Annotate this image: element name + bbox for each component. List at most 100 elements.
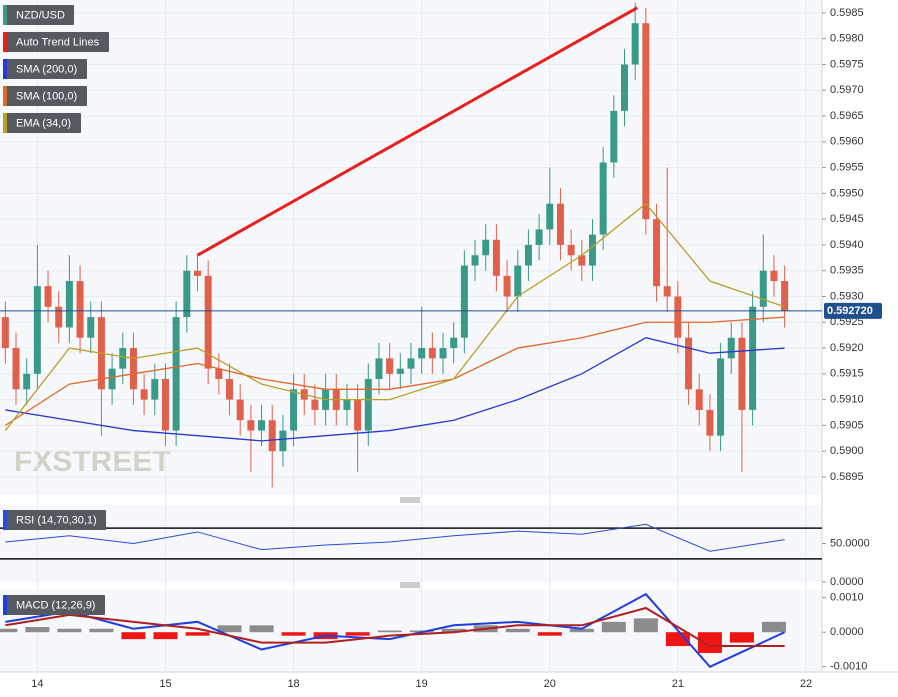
candle-body xyxy=(33,286,41,374)
candle-body xyxy=(738,337,746,410)
y-tick-label: 0.5930 xyxy=(830,290,864,302)
histogram-bar xyxy=(57,628,82,633)
candle-body xyxy=(460,265,468,338)
legend-box xyxy=(3,595,105,615)
y-tick-label: 0.5985 xyxy=(830,7,864,19)
candle-body xyxy=(642,23,650,220)
candle-body xyxy=(439,348,447,359)
candle-body xyxy=(44,286,52,307)
histogram-bar xyxy=(121,632,146,640)
histogram-bar xyxy=(729,632,754,643)
candle-body xyxy=(247,420,255,431)
legend-box xyxy=(3,32,109,52)
candle-body xyxy=(204,275,212,369)
y-tick-label: 0.0000 xyxy=(830,576,864,588)
candle-body xyxy=(578,255,586,266)
candle-body xyxy=(311,399,319,410)
histogram-bar xyxy=(633,618,658,633)
legend-box xyxy=(3,113,81,133)
x-tick-label: 20 xyxy=(544,678,556,690)
candle-body xyxy=(364,378,372,431)
candle-body xyxy=(236,399,244,421)
y-tick-label: 0.5925 xyxy=(830,316,864,328)
candle-body xyxy=(407,358,415,369)
histogram-bar xyxy=(377,630,402,633)
candle-body xyxy=(354,399,362,431)
panel: 50.0000 0.0000 xyxy=(0,523,870,588)
candle-body xyxy=(759,270,767,307)
candle-body xyxy=(674,296,682,338)
x-tick-label: 21 xyxy=(672,678,684,690)
histogram-bar xyxy=(761,621,786,633)
y-tick-label: -0.0010 xyxy=(830,661,867,673)
candle-body xyxy=(119,348,127,369)
main-panel xyxy=(0,0,822,495)
legend-swatch xyxy=(3,510,7,530)
legend-box xyxy=(3,59,87,79)
candle-body xyxy=(450,337,458,349)
separator-grip[interactable] xyxy=(400,497,420,588)
legend-swatch xyxy=(3,86,7,106)
y-tick-label: 0.5935 xyxy=(830,265,864,277)
legend-swatch xyxy=(3,5,7,25)
legend-swatch xyxy=(3,113,7,133)
series-line xyxy=(5,523,785,552)
histogram-bar xyxy=(441,628,466,633)
candle-body xyxy=(1,317,9,349)
last-price-tag xyxy=(824,302,882,319)
y-tick-label: 0.5940 xyxy=(830,239,864,251)
candle-body xyxy=(279,430,287,452)
histogram-bar xyxy=(601,621,626,633)
legend-label: NZD/USD xyxy=(16,9,65,21)
candle-body xyxy=(183,270,191,318)
histogram-bar xyxy=(89,628,114,633)
y-tick-label: 0.5955 xyxy=(830,161,864,173)
series-line xyxy=(5,592,786,669)
y-tick-label: 0.5970 xyxy=(830,84,864,96)
candle-body xyxy=(140,389,148,400)
candle-body xyxy=(503,275,511,297)
histogram-bar xyxy=(153,632,178,640)
last-price-label: 0.592720 xyxy=(827,305,873,317)
y-tick-label: 0.0010 xyxy=(830,592,864,604)
candle-body xyxy=(129,348,137,390)
y-tick-label: 0.5905 xyxy=(830,419,864,431)
histogram-bar xyxy=(345,632,370,636)
candle-body xyxy=(514,265,522,297)
candle-body xyxy=(524,244,532,266)
y-tick-label: 0.5895 xyxy=(830,471,864,483)
candle-body xyxy=(215,368,223,379)
histogram-bar xyxy=(505,628,530,633)
candle-body xyxy=(108,368,116,390)
candle-body xyxy=(428,348,436,359)
y-tick-label: 50.0000 xyxy=(830,537,870,549)
candle-body xyxy=(471,255,479,266)
legend-box xyxy=(3,5,74,25)
y-tick-label: 0.5920 xyxy=(830,342,864,354)
x-tick-label: 18 xyxy=(287,678,299,690)
candle-body xyxy=(418,348,426,359)
legend-swatch xyxy=(3,595,7,615)
candle-body xyxy=(268,420,276,452)
legend-swatch xyxy=(3,59,7,79)
candle-body xyxy=(695,389,703,410)
watermark: FXSTREET xyxy=(14,445,171,478)
candle-body xyxy=(482,239,490,256)
legend-label: RSI (14,70,30,1) xyxy=(16,514,97,526)
series-line xyxy=(196,6,639,257)
y-tick-label: 0.5980 xyxy=(830,33,864,45)
candle-body xyxy=(556,203,564,245)
candle-body xyxy=(599,162,607,235)
legend-label: Auto Trend Lines xyxy=(16,36,100,48)
candle-body xyxy=(621,64,629,111)
candle-body xyxy=(65,281,73,328)
candle-body xyxy=(343,399,351,410)
candle-body xyxy=(685,337,693,390)
candle-body xyxy=(588,234,596,266)
candle-body xyxy=(226,378,234,400)
legend-box xyxy=(3,86,87,106)
candle-body xyxy=(193,270,201,276)
candle-body xyxy=(290,389,298,431)
histogram-bar xyxy=(697,632,722,653)
candle-body xyxy=(386,358,394,374)
